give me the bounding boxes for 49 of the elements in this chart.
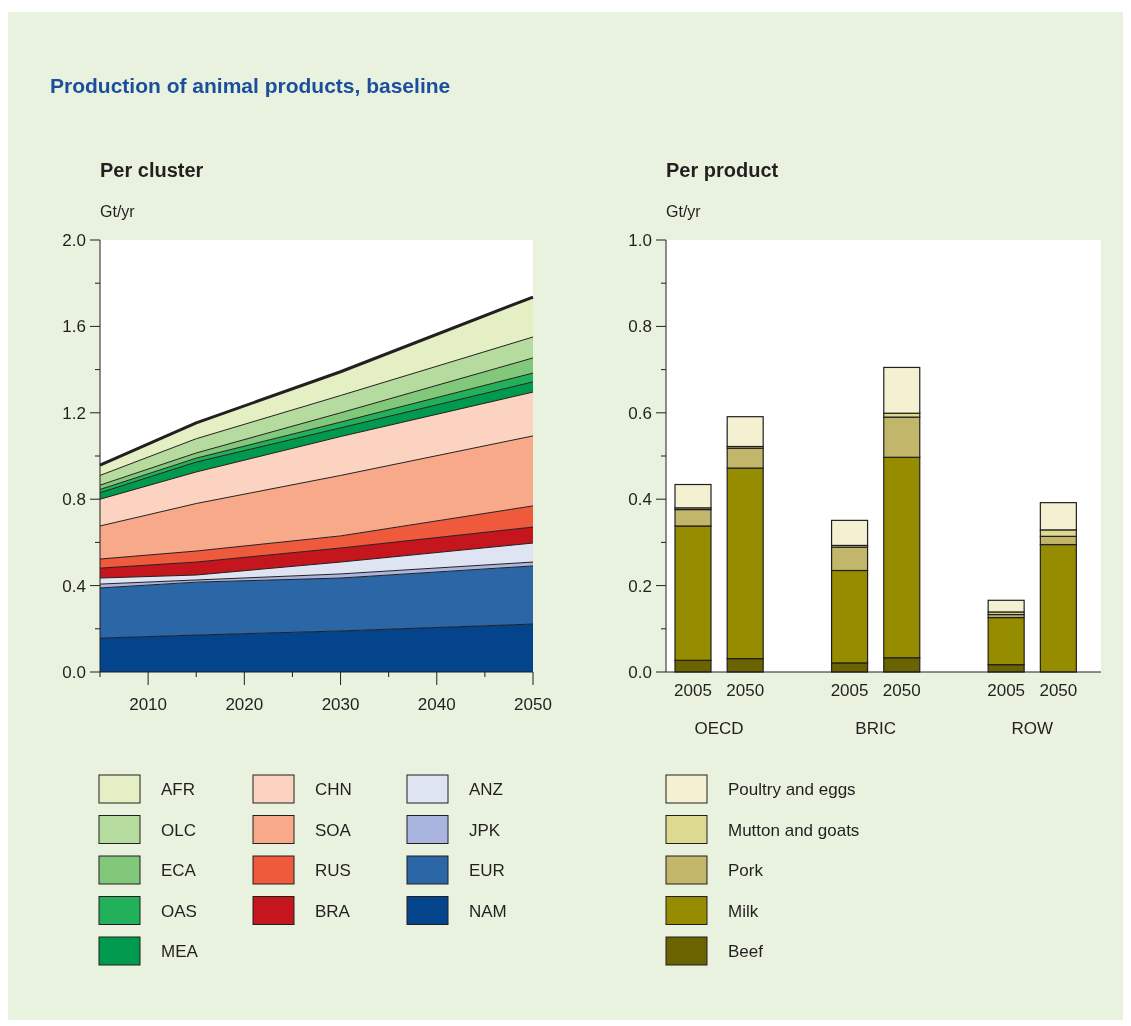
y-tick-label: 1.2 xyxy=(62,403,86,423)
y-tick-label: 0.0 xyxy=(628,663,652,682)
x-tick-label: 2020 xyxy=(225,695,264,714)
text: ROW xyxy=(1011,719,1054,738)
legend-label: JPK xyxy=(469,820,501,840)
legend-label: ECA xyxy=(161,861,197,880)
legend-label: OLC xyxy=(161,820,196,840)
x-tick-label: 2005 xyxy=(830,681,869,700)
y-tick-label: 1.0 xyxy=(628,231,652,250)
y-tick-label: 0.0 xyxy=(62,663,86,682)
y-tick-label: 0.4 xyxy=(62,576,86,596)
legend-label: RUS xyxy=(315,861,351,880)
legend-label: Mutton and goats xyxy=(728,820,860,840)
x-tick-label: 2040 xyxy=(417,695,456,714)
chart-title: Production of animal products, baseline xyxy=(50,74,451,97)
y-tick-label: 1.6 xyxy=(62,317,86,337)
x-tick-label: 2050 xyxy=(726,681,765,700)
x-tick-label: 2050 xyxy=(882,681,921,700)
y-tick-label: 0.2 xyxy=(628,576,652,596)
legend-label: Milk xyxy=(728,901,759,921)
y-tick-label: 2.0 xyxy=(62,231,86,250)
text: OECD xyxy=(694,719,744,738)
legend-label: BRA xyxy=(315,901,351,921)
y-tick-label: 0.8 xyxy=(62,490,86,510)
text: BRIC xyxy=(855,719,896,738)
legend-label: OAS xyxy=(161,901,197,921)
chart-subtitle: Per cluster xyxy=(100,159,204,181)
legend-label: EUR xyxy=(469,861,505,880)
y-axis-title: Gt/yr xyxy=(100,203,136,220)
y-tick-label: 0.4 xyxy=(628,490,652,510)
chart-title: Per product xyxy=(666,159,779,181)
x-tick-label: 2005 xyxy=(674,681,712,700)
x-tick-label: 2050 xyxy=(514,695,552,714)
legend-label: MEA xyxy=(161,942,199,961)
legend-label: ANZ xyxy=(469,780,503,799)
legend-label: NAM xyxy=(469,901,507,921)
legend-label: Beef xyxy=(728,942,764,961)
legend-label: AFR xyxy=(161,780,195,799)
legend-label: CHN xyxy=(315,780,352,799)
y-tick-label: 0.8 xyxy=(628,317,652,337)
x-tick-label: 2050 xyxy=(1039,681,1078,700)
y-tick-label: 0.6 xyxy=(628,403,652,423)
x-tick-label: 2030 xyxy=(321,695,360,714)
legend-label: SOA xyxy=(315,820,352,840)
legend-label: Pork xyxy=(728,861,764,880)
legend-label: Poultry and eggs xyxy=(728,780,856,799)
x-tick-label: 2010 xyxy=(129,695,168,714)
x-tick-label: 2005 xyxy=(987,681,1026,700)
y-axis-title: Gt/yr xyxy=(666,203,702,220)
